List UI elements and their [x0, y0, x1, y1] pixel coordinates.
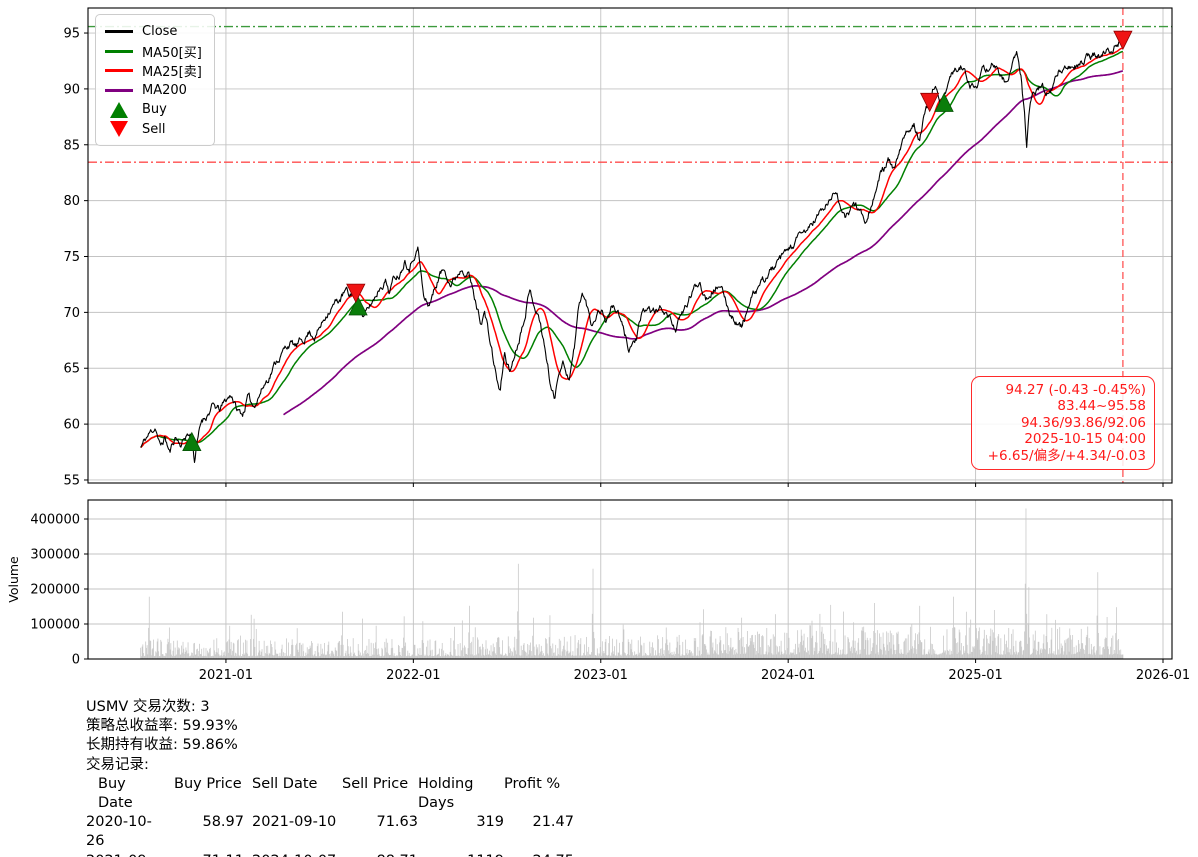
volume-bars — [140, 508, 1124, 659]
legend-label: Sell — [142, 121, 166, 137]
trade-count-line: USMV 交易次数: 3 — [86, 699, 210, 715]
trade-cell: 2021-09-14 — [86, 852, 164, 857]
trade-col-header: Sell Date — [252, 775, 318, 792]
volume-tick-label: 400000 — [30, 513, 80, 528]
ma50-line — [140, 50, 1124, 449]
trade-cell: 21.47 — [532, 814, 574, 831]
legend-line-swatch — [105, 49, 133, 53]
chart-legend: Close MA50[买] MA25[卖] MA200 Buy Sell — [95, 14, 215, 146]
legend-label: MA200 — [142, 82, 187, 98]
trade-cell: 1119 — [418, 852, 504, 857]
legend-item-ma25: MA25[卖] — [105, 61, 202, 81]
price-tick-label: 70 — [63, 306, 80, 321]
date-tick-label: 2022-01 — [386, 668, 440, 683]
trade-log-title: 交易记录: — [86, 756, 149, 773]
date-tick-label: 2024-01 — [761, 668, 815, 683]
price-tick-label: 55 — [63, 473, 80, 488]
sell-marker — [346, 283, 366, 304]
trade-cell: 71.11 — [164, 852, 244, 857]
legend-label: MA50[买] — [142, 45, 202, 61]
legend-item-ma200: MA200 — [105, 81, 202, 101]
trade-cell: 71.63 — [376, 814, 418, 831]
volume-tick-label: 0 — [72, 653, 80, 668]
close-line — [140, 39, 1124, 463]
price-tick-label: 60 — [63, 418, 80, 433]
trade-markers — [182, 30, 1133, 452]
annotation-date-line: 2025-10-15 04:00 — [1024, 431, 1146, 448]
price-tick-label: 65 — [63, 362, 80, 377]
annotation-signal-line: +6.65/偏多/+4.34/-0.03 — [987, 447, 1146, 464]
trade-col-header: Holding Days — [418, 775, 474, 812]
date-tick-label: 2023-01 — [574, 668, 628, 683]
date-tick-label: 2021-01 — [199, 668, 253, 683]
date-tick-label: 2025-01 — [948, 668, 1002, 683]
trade-table: Buy Date Buy Price Sell Date Sell Price Hold… — [86, 775, 706, 857]
trade-cell: 24.75 — [504, 852, 574, 857]
price-panel-frame — [87, 7, 1173, 484]
buy-marker — [182, 431, 202, 452]
legend-item-close: Close — [105, 22, 202, 42]
legend-line-swatch — [105, 69, 133, 73]
annotation-price-line: 94.27 (-0.43 -0.45%) — [1005, 382, 1146, 398]
legend-item-sell: Sell — [105, 120, 202, 140]
axis-ticks — [84, 32, 1164, 663]
trade-cell: 2024-10-07 — [244, 852, 342, 857]
trade-cell: 319 — [476, 814, 504, 831]
legend-line-swatch — [105, 30, 133, 34]
legend-label: Buy — [142, 102, 167, 118]
trade-col-header: Buy Date — [98, 775, 133, 812]
price-tick-label: 75 — [63, 250, 80, 265]
trade-cell: 58.97 — [202, 814, 244, 831]
price-tick-label: 95 — [63, 27, 80, 42]
buy-arrow-icon — [105, 101, 133, 118]
sell-marker — [1113, 30, 1133, 51]
trade-col-header: Profit % — [504, 775, 561, 792]
hold-return-line: 长期持有收益: 59.86% — [86, 737, 238, 754]
strategy-return-line: 策略总收益率: 59.93% — [86, 718, 238, 735]
volume-axis-label: Volume — [6, 556, 21, 603]
sell-marker — [920, 92, 940, 113]
volume-panel-frame — [87, 499, 1173, 660]
legend-item-buy: Buy — [105, 100, 202, 120]
date-tick-label: 2026-01 — [1136, 668, 1190, 683]
trade-col-header: Sell Price — [342, 775, 409, 792]
legend-item-ma50: MA50[买] — [105, 42, 202, 62]
legend-label: Close — [142, 24, 178, 40]
gridlines — [88, 8, 1172, 660]
trade-cell: 2020-10-26 — [86, 814, 152, 850]
trade-cell: 2021-09-10 — [252, 814, 337, 831]
trade-cell: 88.71 — [342, 852, 418, 857]
buy-marker — [348, 296, 368, 316]
volume-tick-label: 100000 — [30, 618, 80, 633]
quote-annotation-box: 94.27 (-0.43 -0.45%) 83.44~95.58 94.36/9… — [971, 376, 1155, 471]
volume-tick-label: 300000 — [30, 548, 80, 563]
sell-arrow-icon — [105, 121, 133, 138]
annotation-ma-line: 94.36/93.86/92.06 — [1020, 414, 1146, 431]
price-tick-label: 85 — [63, 138, 80, 153]
legend-line-swatch — [105, 88, 133, 92]
price-tick-label: 80 — [63, 194, 80, 209]
strategy-stats: USMV 交易次数: 3 策略总收益率: 59.93% 长期持有收益: 59.8… — [86, 698, 706, 857]
legend-label: MA25[卖] — [142, 65, 202, 81]
ma200-line — [283, 70, 1124, 416]
price-tick-label: 90 — [63, 82, 80, 97]
buy-marker — [934, 92, 954, 112]
trade-col-header: Buy Price — [174, 775, 242, 792]
axis-tick-labels: 55 60 65 70 75 80 85 90 95 0 100000 200000 300000 400… — [6, 27, 1190, 683]
volume-tick-label: 200000 — [30, 583, 80, 598]
annotation-range-line: 83.44~95.58 — [1057, 398, 1146, 415]
